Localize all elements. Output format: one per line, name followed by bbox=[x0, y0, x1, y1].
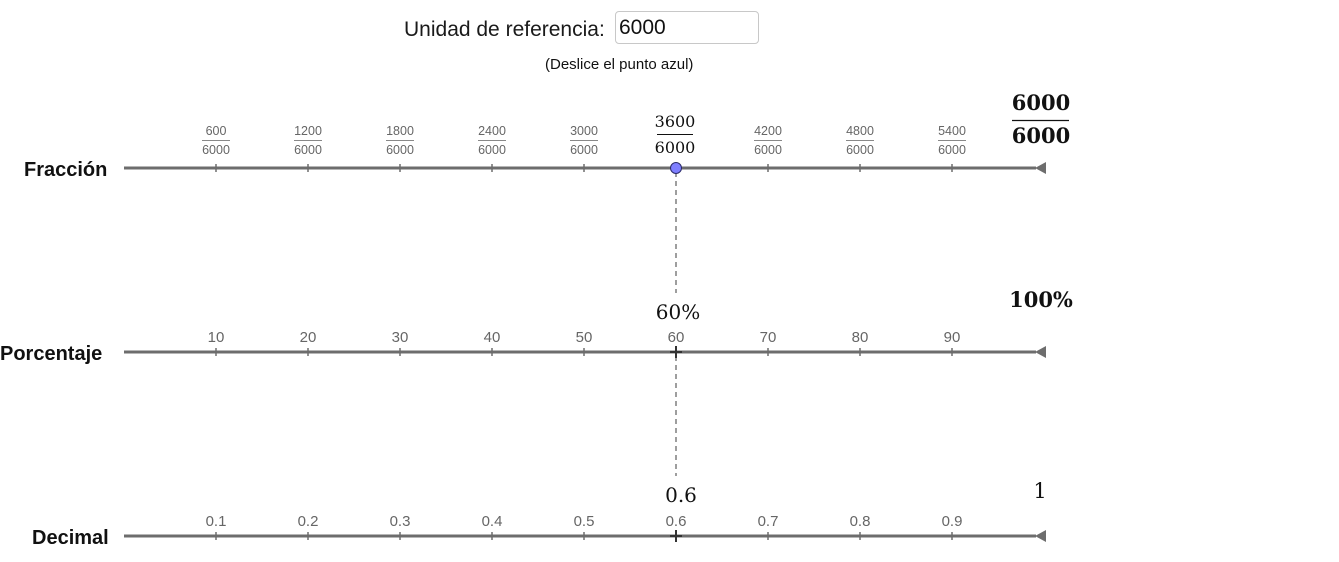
row-label: Porcentaje bbox=[0, 343, 102, 365]
current-decimal-label: 0.6 bbox=[665, 483, 697, 507]
tick-label: 0.8 bbox=[850, 513, 871, 530]
tick-label-denominator: 6000 bbox=[938, 143, 966, 157]
tick-label-numerator: 4200 bbox=[754, 124, 782, 138]
end-decimal-label: 1 bbox=[1033, 479, 1046, 503]
axis-arrow bbox=[1035, 530, 1046, 542]
tick-label-numerator: 1200 bbox=[294, 124, 322, 138]
tick-label-denominator: 6000 bbox=[754, 143, 782, 157]
tick-label: 30 bbox=[392, 329, 409, 346]
row-label: Decimal bbox=[32, 527, 109, 549]
tick-label: 80 bbox=[852, 329, 869, 346]
tick-label-numerator: 3000 bbox=[570, 124, 598, 138]
tick-label: 0.4 bbox=[482, 513, 503, 530]
tick-label: 0.1 bbox=[206, 513, 227, 530]
axis-arrow bbox=[1035, 346, 1046, 358]
tick-label-numerator: 600 bbox=[206, 124, 227, 138]
tick-label: 10 bbox=[208, 329, 225, 346]
decimal-line-group: Decimal 0.1 0.2 0.3 0.4 0.5 0.6 0.7 0.8 0.9 0.6 1 bbox=[32, 479, 1047, 549]
current-percent-label: 60% bbox=[656, 300, 700, 324]
tick-label: 70 bbox=[760, 329, 777, 346]
percent-line-group: Porcentaje 10 20 30 40 50 60 70 80 90 60% 100% bbox=[0, 287, 1073, 365]
tick-label-numerator: 1800 bbox=[386, 124, 414, 138]
slide-hint: (Deslice el punto azul) bbox=[545, 56, 694, 73]
tick-label-denominator: 6000 bbox=[846, 143, 874, 157]
point-layer bbox=[670, 162, 682, 174]
tick-label-numerator: 5400 bbox=[938, 124, 966, 138]
tick-label: 0.9 bbox=[942, 513, 963, 530]
tick-label-denominator: 6000 bbox=[478, 143, 506, 157]
axis-arrow bbox=[1035, 162, 1046, 174]
tick-label-denominator: 6000 bbox=[570, 143, 598, 157]
tick-label: 0.6 bbox=[666, 513, 687, 530]
draggable-point[interactable] bbox=[670, 162, 682, 174]
tick-label-denominator: 6000 bbox=[294, 143, 322, 157]
end-fraction-denominator: 6000 bbox=[1012, 123, 1070, 148]
current-fraction-numerator: 3600 bbox=[655, 112, 696, 131]
end-percent-label: 100% bbox=[1009, 287, 1073, 312]
tick-label-numerator: 2400 bbox=[478, 124, 506, 138]
current-fraction-denominator: 6000 bbox=[655, 138, 696, 157]
tick-label: 0.5 bbox=[574, 513, 595, 530]
tick-label-denominator: 6000 bbox=[202, 143, 230, 157]
end-fraction-numerator: 6000 bbox=[1012, 90, 1070, 115]
fraction-line-group: Fracción 600 6000 1200 6000 1800 6000 2400 6000 3… bbox=[24, 90, 1070, 181]
tick-label-denominator: 6000 bbox=[386, 143, 414, 157]
tick-label: 90 bbox=[944, 329, 961, 346]
tick-label: 0.3 bbox=[390, 513, 411, 530]
tick-label: 20 bbox=[300, 329, 317, 346]
row-label: Fracción bbox=[24, 159, 107, 181]
tick-label: 60 bbox=[668, 329, 685, 346]
tick-label-numerator: 4800 bbox=[846, 124, 874, 138]
tick-label: 50 bbox=[576, 329, 593, 346]
tick-label: 0.2 bbox=[298, 513, 319, 530]
tick-label: 40 bbox=[484, 329, 501, 346]
reference-unit-label: Unidad de referencia: bbox=[404, 18, 605, 41]
tick-label: 0.7 bbox=[758, 513, 779, 530]
reference-unit-input[interactable] bbox=[615, 11, 759, 44]
